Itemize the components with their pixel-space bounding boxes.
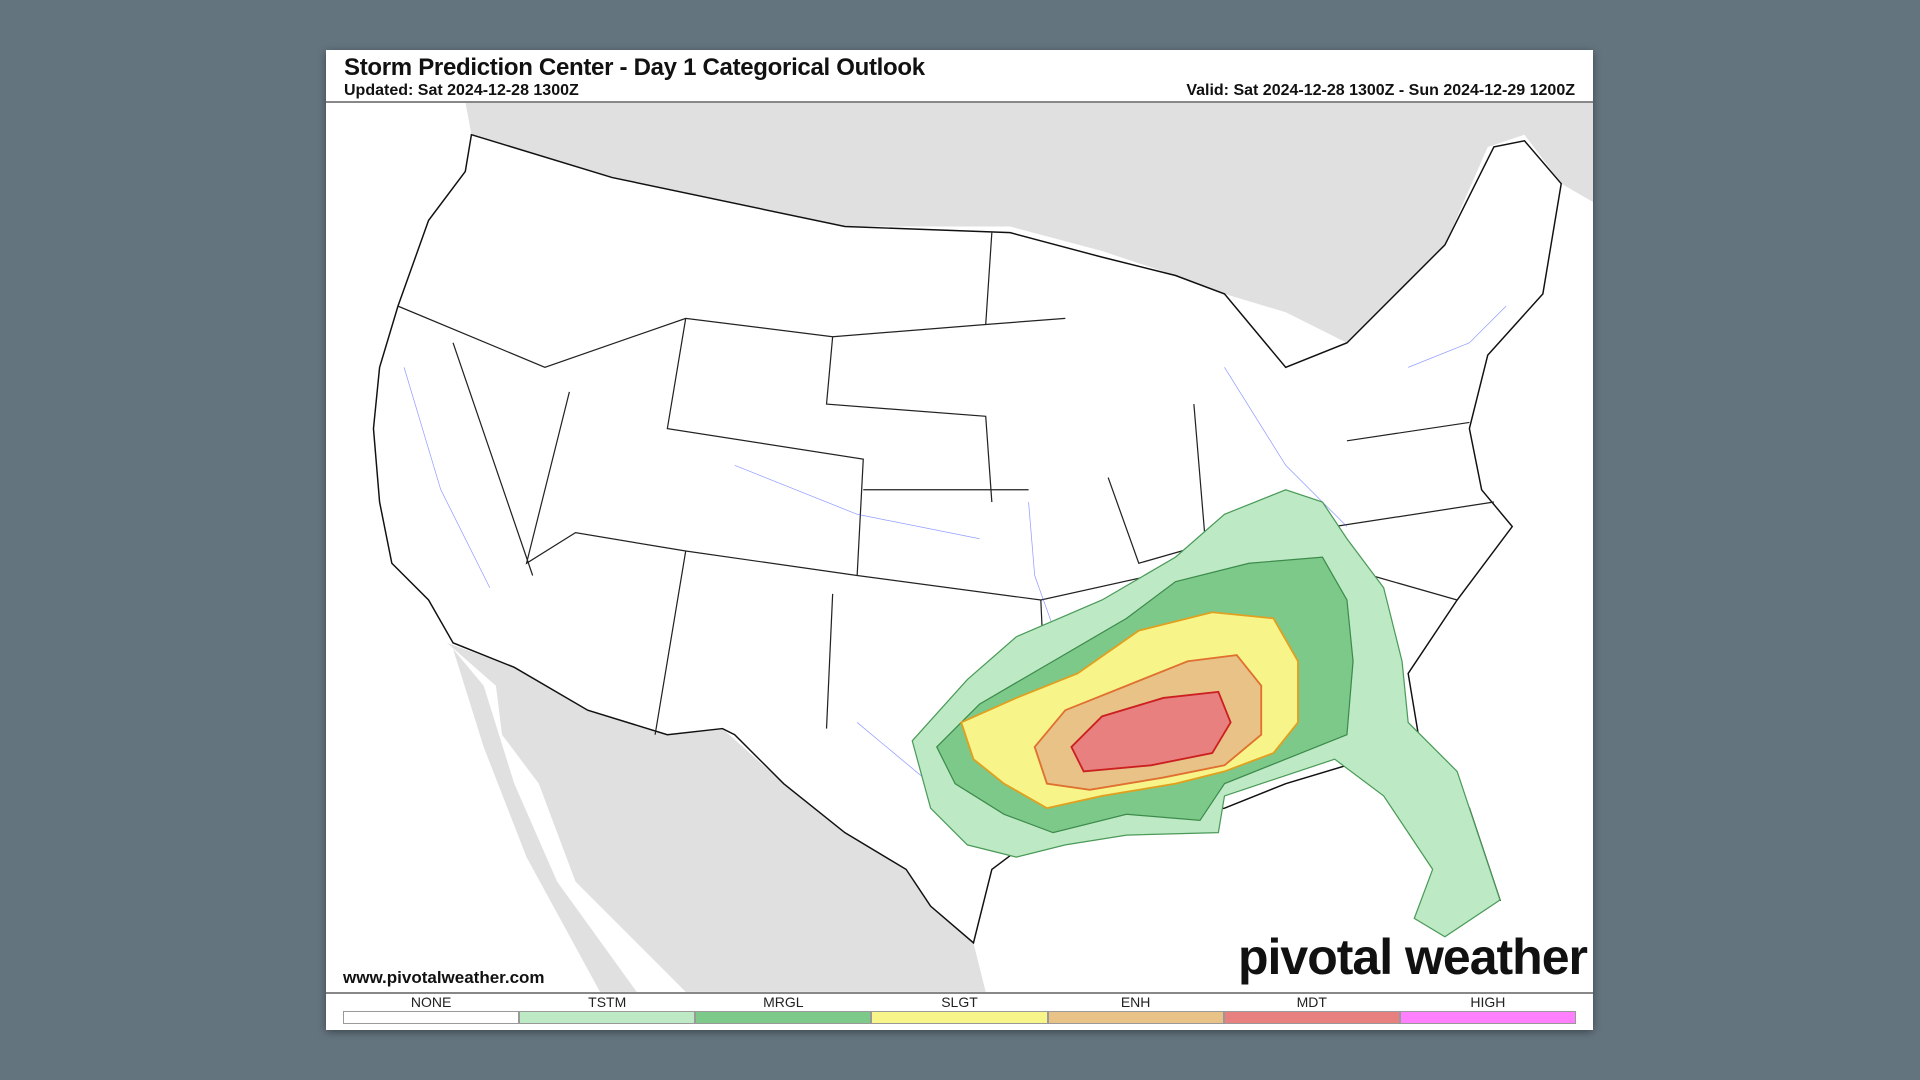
baja-peninsula [453, 648, 637, 992]
legend-item-tstm: TSTM [519, 994, 696, 1028]
legend-item-slgt: SLGT [871, 994, 1048, 1028]
legend-item-mrgl: MRGL [695, 994, 872, 1028]
outlook-panel: Storm Prediction Center - Day 1 Categori… [326, 50, 1593, 1030]
updated-time: Updated: Sat 2024-12-28 1300Z [344, 82, 579, 99]
legend-item-enh: ENH [1047, 994, 1224, 1028]
legend-item-mdt: MDT [1223, 994, 1400, 1028]
risk-area-mdt [1070, 690, 1232, 773]
legend-swatch [343, 1011, 520, 1024]
legend-label: HIGH [1470, 994, 1506, 1010]
legend-item-none: NONE [343, 994, 520, 1028]
legend-swatch [1047, 1011, 1224, 1024]
page-title: Storm Prediction Center - Day 1 Categori… [344, 54, 925, 81]
mexico-land [446, 642, 986, 992]
legend-label: SLGT [941, 994, 978, 1010]
outlook-map [326, 103, 1593, 993]
legend-label: MRGL [763, 994, 804, 1010]
pivotal-weather-logo: pivotal weather [1238, 929, 1588, 985]
legend-divider [326, 992, 1593, 994]
legend-label: TSTM [588, 994, 627, 1010]
legend-swatch [871, 1011, 1048, 1024]
legend-label: NONE [410, 994, 452, 1010]
legend-swatch [519, 1011, 696, 1024]
legend-swatch [1399, 1011, 1576, 1024]
legend-swatch [695, 1011, 872, 1024]
legend-label: MDT [1296, 994, 1327, 1010]
risk-legend: NONE TSTM MRGL SLGT ENH MDT HIGH [343, 994, 1576, 1028]
header-divider [326, 101, 1593, 103]
legend-swatch [1223, 1011, 1400, 1024]
map-svg [372, 103, 1593, 992]
legend-item-high: HIGH [1399, 994, 1576, 1028]
website-label: www.pivotalweather.com [343, 968, 545, 987]
valid-time: Valid: Sat 2024-12-28 1300Z - Sun 2024-1… [1186, 82, 1575, 99]
canada-land [465, 103, 1593, 343]
legend-label: ENH [1120, 994, 1151, 1010]
